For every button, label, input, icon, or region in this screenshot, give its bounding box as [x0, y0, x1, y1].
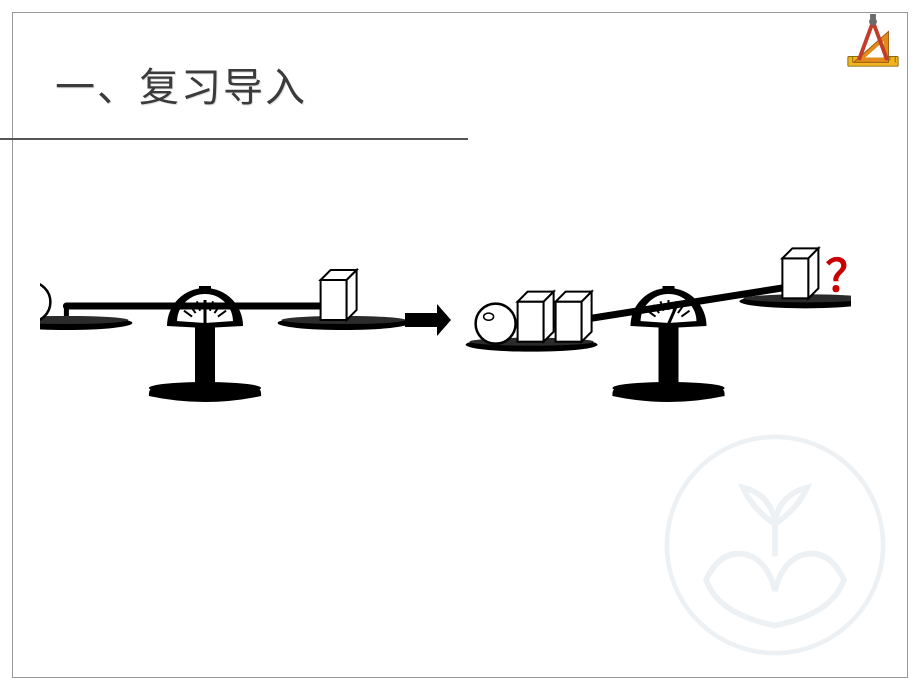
title-underline — [0, 138, 468, 140]
watermark-icon — [660, 430, 890, 660]
slide-title: 一、复习导入 — [55, 55, 307, 113]
math-tools-icon — [844, 14, 902, 72]
diagram-area: ？ — [40, 210, 880, 450]
slide: 一、复习导入 ？ — [0, 0, 920, 690]
question-mark: ？ — [826, 240, 870, 304]
balance-scales-diagram — [40, 210, 851, 410]
